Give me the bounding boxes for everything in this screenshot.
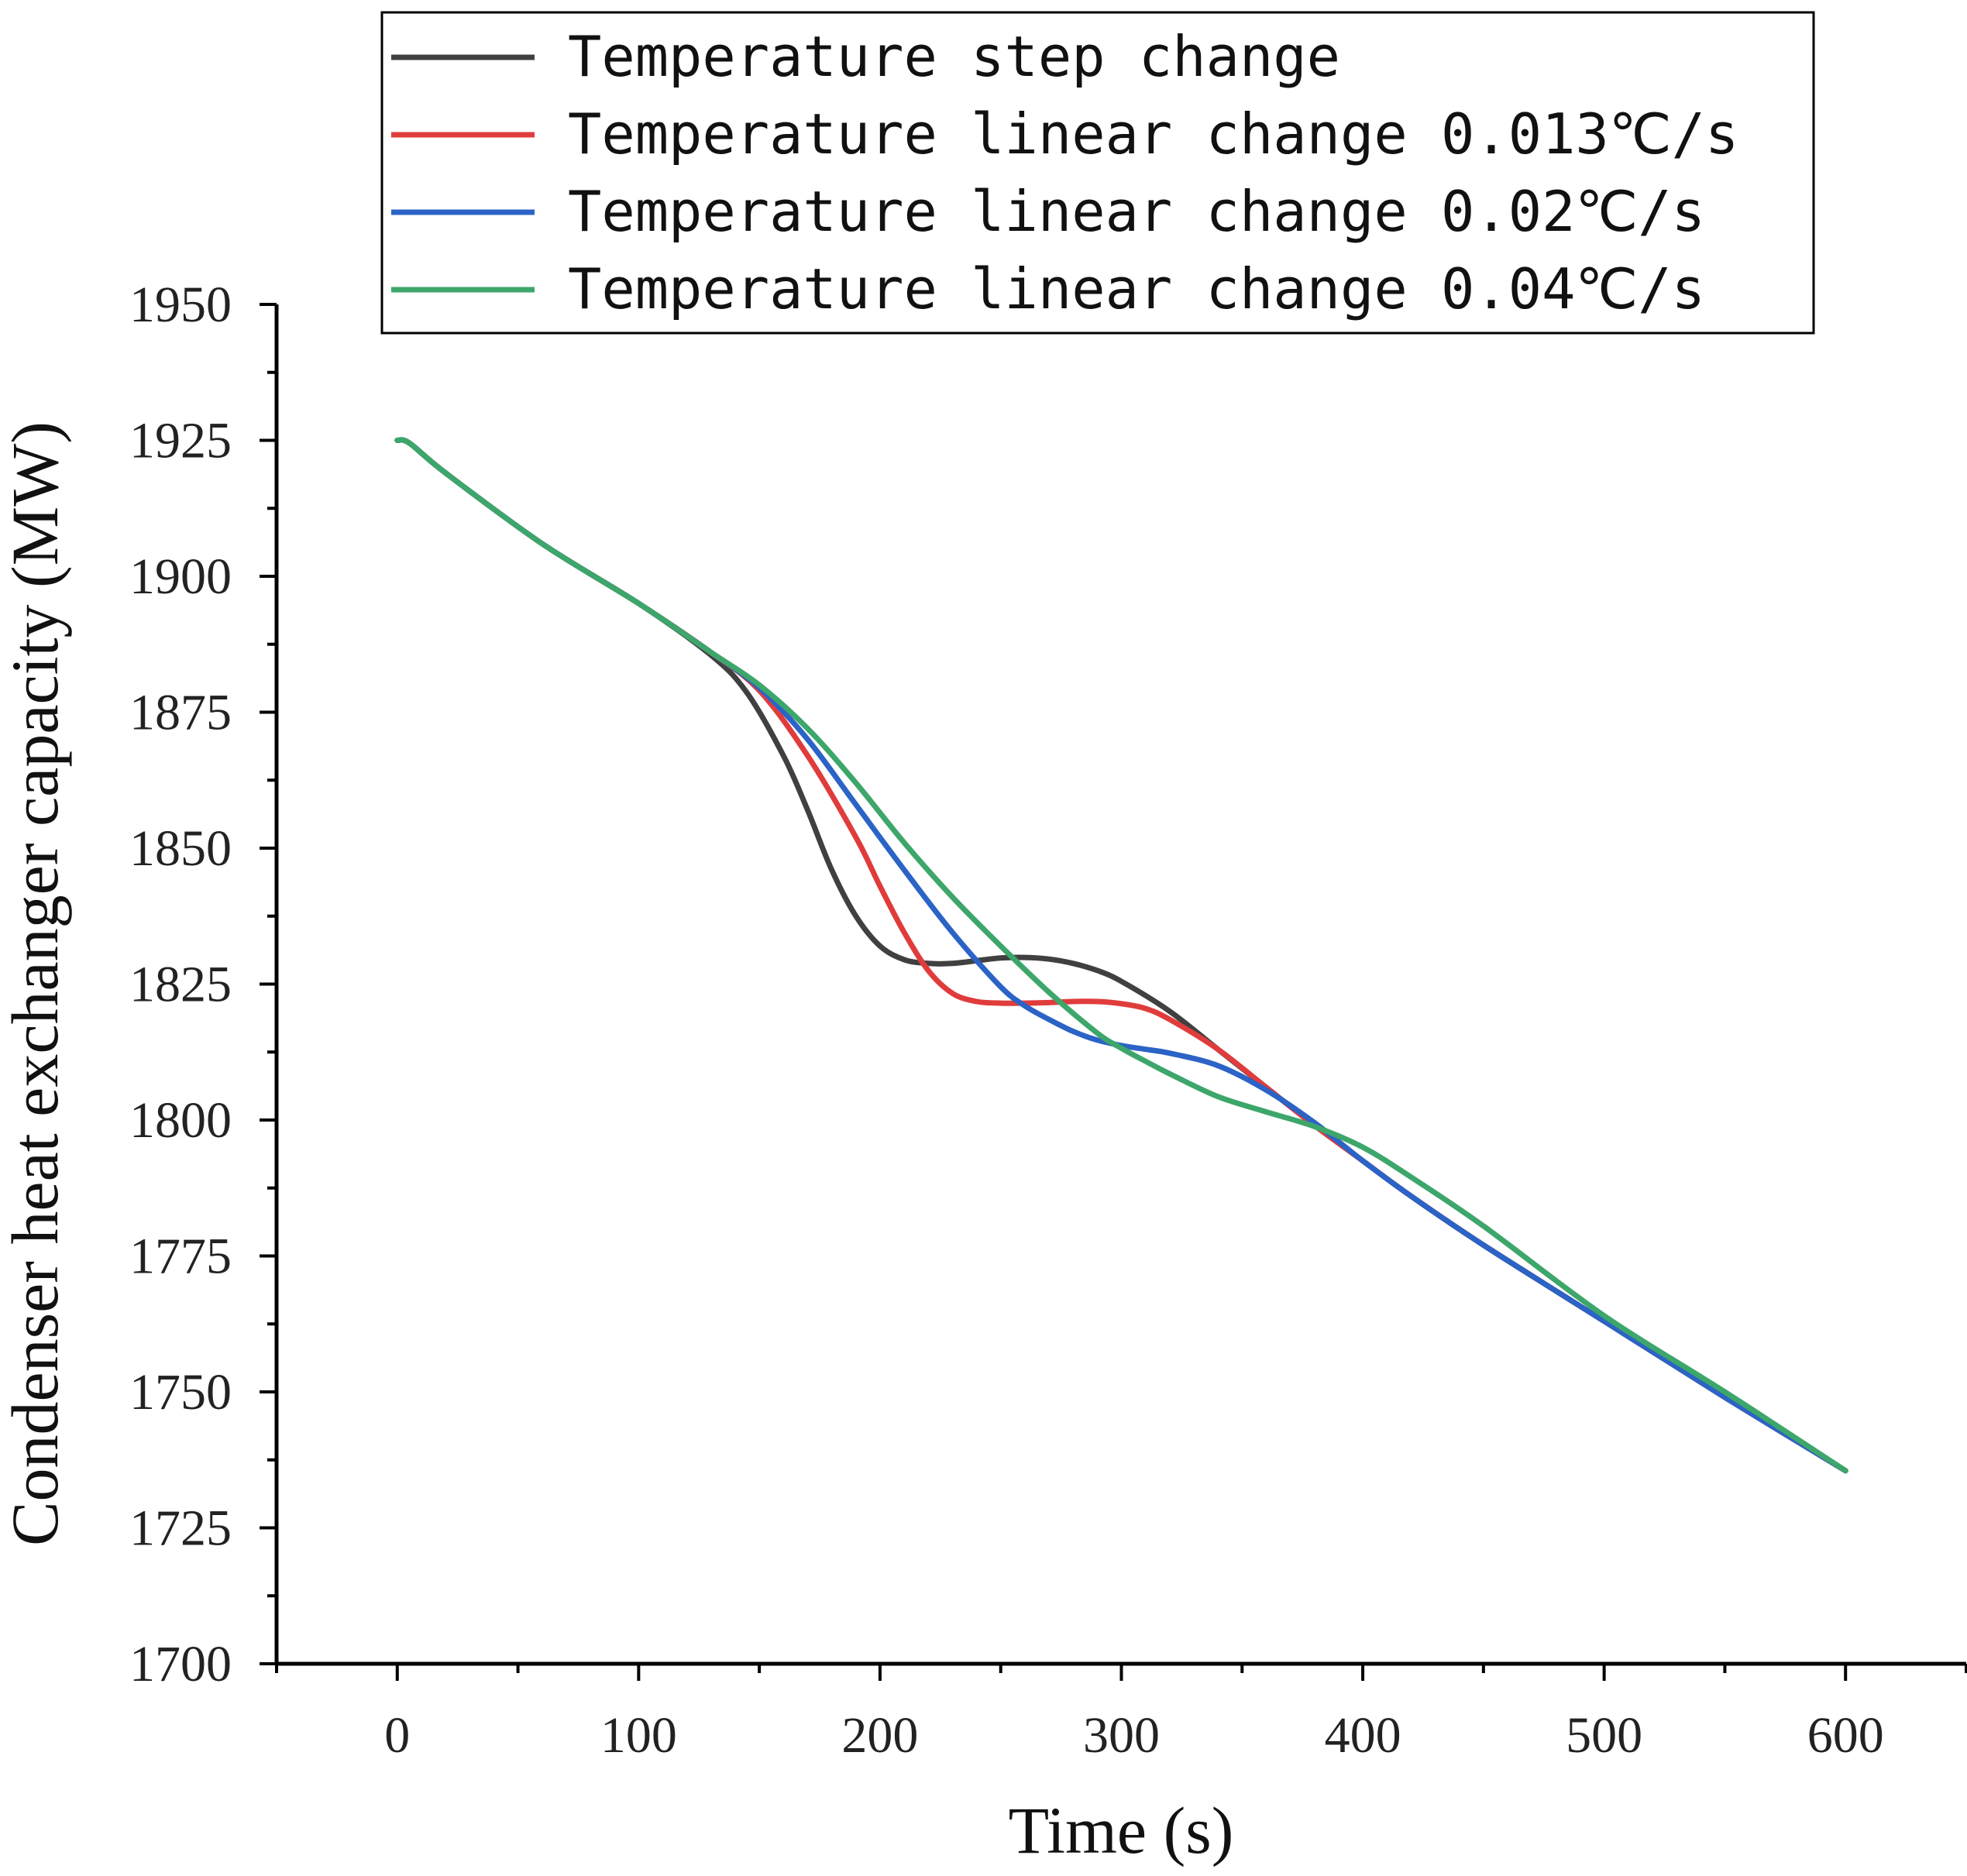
y-tick-label: 1775 — [129, 1228, 232, 1285]
legend-label-3: Temperature linear change 0.02℃/s — [568, 179, 1705, 244]
series-line-2 — [394, 437, 1848, 1474]
y-tick-label: 1875 — [129, 685, 232, 741]
legend-box — [380, 11, 1815, 335]
y-tick-label: 1725 — [129, 1500, 232, 1557]
y-tick-label: 1700 — [129, 1636, 232, 1692]
y-tick-label: 1825 — [129, 957, 232, 1013]
y-tick-label: 1900 — [129, 548, 232, 605]
legend-items: Temperature step change Temperature linea… — [391, 24, 1738, 321]
legend-label-2: Temperature linear change 0.013℃/s — [568, 101, 1738, 167]
series-line-4 — [394, 437, 1848, 1474]
y-tick-label: 1750 — [129, 1364, 232, 1421]
y-tick-label: 1800 — [129, 1092, 232, 1149]
legend: Temperature step change Temperature linea… — [380, 11, 1815, 335]
x-tick-label: 0 — [384, 1707, 410, 1764]
y-axis-ticks: 1700 1725 1750 1775 1800 1825 1850 1875 1900 1925… — [129, 277, 277, 1692]
x-tick-label: 200 — [841, 1707, 918, 1764]
legend-label-4: Temperature linear change 0.04℃/s — [568, 256, 1705, 321]
series-group — [394, 437, 1848, 1474]
x-tick-label: 100 — [600, 1707, 677, 1764]
y-tick-label: 1925 — [129, 413, 232, 469]
x-tick-label: 300 — [1083, 1707, 1160, 1764]
x-tick-label: 600 — [1807, 1707, 1884, 1764]
y-axis-title: Condenser heat exchanger capacity (MW) — [0, 421, 72, 1546]
series-line-3 — [394, 437, 1848, 1474]
x-axis-ticks: 0 100 200 300 400 500 600 — [275, 1664, 1967, 1764]
x-tick-label: 500 — [1566, 1707, 1642, 1764]
legend-label-1: Temperature step change — [568, 24, 1340, 89]
series-line-1 — [394, 437, 1848, 1474]
y-tick-label: 1950 — [129, 277, 232, 333]
y-tick-label: 1850 — [129, 820, 232, 877]
x-tick-label: 400 — [1325, 1707, 1401, 1764]
x-axis-title: Time (s) — [1009, 1793, 1234, 1867]
